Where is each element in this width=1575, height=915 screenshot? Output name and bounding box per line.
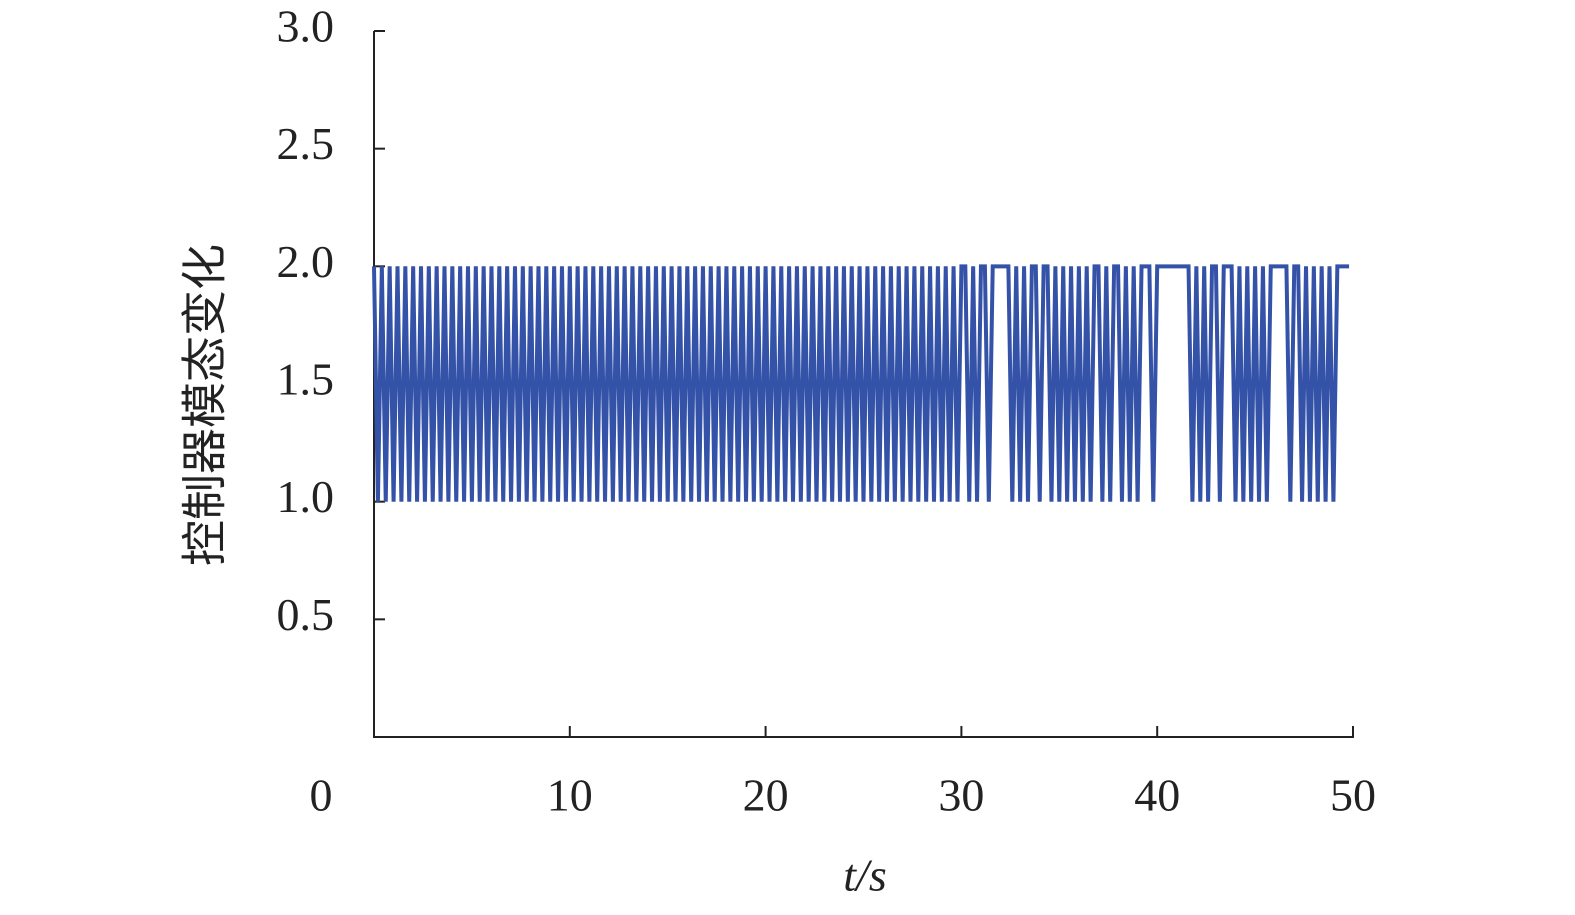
y-tick-label: 1.0: [277, 471, 335, 522]
x-tick-label: 20: [743, 770, 789, 821]
x-tick-label: 30: [938, 770, 984, 821]
y-axis-label: 控制器模态变化: [180, 244, 231, 566]
x-tick-label: 0: [310, 770, 333, 821]
y-tick-label: 0.5: [277, 589, 335, 640]
y-tick-label: 1.5: [277, 354, 335, 405]
y-tick-label: 2.0: [277, 236, 335, 287]
x-axis-label: t/s: [843, 850, 886, 901]
x-tick-label: 50: [1330, 770, 1376, 821]
x-tick-label: 10: [547, 770, 593, 821]
x-tick-label: 40: [1134, 770, 1180, 821]
y-tick-label: 3.0: [277, 1, 335, 52]
series-line: [372, 264, 1350, 502]
y-tick-label: 2.5: [277, 118, 335, 169]
